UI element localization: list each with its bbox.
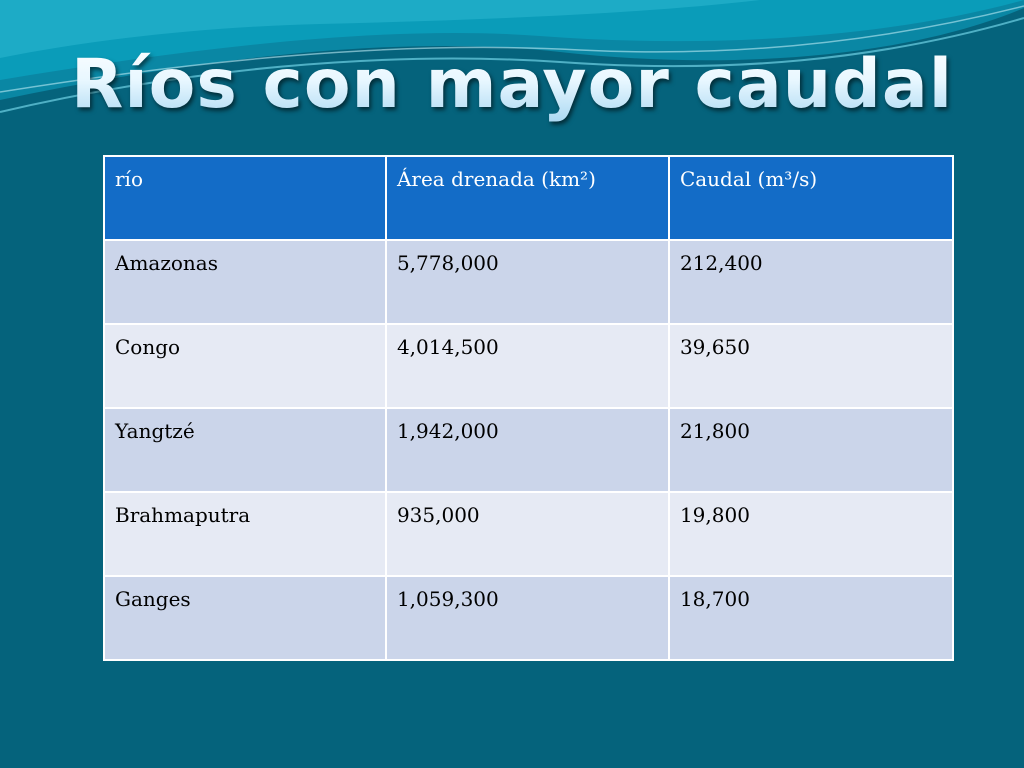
cell-flow: 18,700 — [667, 575, 955, 661]
decorative-waves — [0, 0, 1024, 113]
table-row: Ganges 1,059,300 18,700 — [103, 575, 955, 661]
header-drainage-area: Área drenada (km²) — [384, 155, 670, 241]
cell-flow: 212,400 — [667, 239, 955, 325]
header-flow: Caudal (m³/s) — [667, 155, 955, 241]
cell-river: Congo — [103, 323, 387, 409]
cell-river: Brahmaputra — [103, 491, 387, 577]
table-row: Amazonas 5,778,000 212,400 — [103, 239, 955, 325]
table-row: Congo 4,014,500 39,650 — [103, 323, 955, 409]
cell-flow: 21,800 — [667, 407, 955, 493]
slide-title: Ríos con mayor caudal — [0, 40, 1024, 130]
rivers-table: río Área drenada (km²) Caudal (m³/s) Ama… — [103, 155, 955, 661]
cell-flow: 39,650 — [667, 323, 955, 409]
table-row: Brahmaputra 935,000 19,800 — [103, 491, 955, 577]
cell-drainage-area: 5,778,000 — [384, 239, 670, 325]
table-row: Yangtzé 1,942,000 21,800 — [103, 407, 955, 493]
cell-river: Ganges — [103, 575, 387, 661]
cell-drainage-area: 935,000 — [384, 491, 670, 577]
cell-drainage-area: 1,059,300 — [384, 575, 670, 661]
cell-drainage-area: 4,014,500 — [384, 323, 670, 409]
cell-river: Amazonas — [103, 239, 387, 325]
cell-flow: 19,800 — [667, 491, 955, 577]
header-river: río — [103, 155, 387, 241]
table-header-row: río Área drenada (km²) Caudal (m³/s) — [103, 155, 955, 241]
cell-river: Yangtzé — [103, 407, 387, 493]
cell-drainage-area: 1,942,000 — [384, 407, 670, 493]
